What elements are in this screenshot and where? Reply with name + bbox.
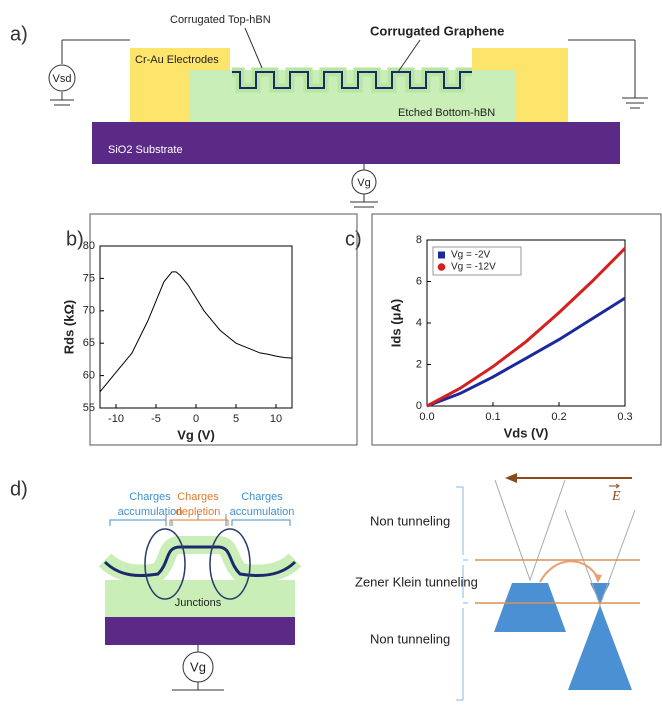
tunnel-arrow [539,560,599,583]
x-tick-label: 0.2 [551,411,566,423]
label: Etched Bottom-hBN [398,107,495,119]
substrate [92,122,620,164]
band-label: Non tunneling [370,631,450,646]
panel-label: d) [10,478,28,500]
panel-label: a) [10,23,28,45]
region-label: accumulation [118,506,183,518]
gate-circle [351,169,377,195]
data-line [99,271,293,393]
y-axis-label: Ids (μA) [388,299,403,347]
legend-marker [437,263,446,271]
y-tick-label: 4 [416,317,422,329]
y-tick-label: 6 [416,275,422,287]
y-tick-label: 55 [83,402,95,414]
substrate [105,617,295,645]
plot-frame [99,245,293,409]
filled-band [568,605,632,690]
label: Vsd [53,73,72,85]
x-axis-label: Vg (V) [177,427,215,442]
bottom-hbn [105,580,295,617]
panel-label: b) [66,228,84,250]
y-tick-label: 75 [83,272,95,284]
x-tick-label: -10 [108,413,124,425]
ground [50,92,648,208]
brace [109,519,291,526]
filled-band [494,583,566,632]
region-label: Charges [177,491,219,503]
vector-arrow [609,483,620,489]
source-drain-circle [48,64,76,92]
cone [494,479,636,607]
x-tick-label: 0 [193,413,199,425]
field-arrow [505,473,517,483]
graphene [232,71,472,89]
legend-label: Vg = -12V [451,262,496,273]
legend-label: Vg = -2V [451,250,491,261]
graphene [103,545,297,577]
top-hbn [98,536,302,583]
region-label: depletion [176,506,221,518]
x-tick-label: -5 [151,413,161,425]
label: Vg [357,177,370,189]
x-tick-label: 0.3 [617,411,632,423]
ground [172,682,224,691]
brace [456,486,468,701]
label: Junctions [175,597,222,609]
label: Corrugated Graphene [370,23,504,38]
region-label: Charges [241,491,283,503]
panel-label: c) [345,228,362,250]
filled-band [590,583,610,603]
x-tick-label: 0.0 [419,411,434,423]
y-tick-label: 65 [83,337,95,349]
tunnel-arrow [594,574,602,583]
region-label: accumulation [230,506,295,518]
y-tick-label: 70 [83,305,95,317]
x-tick-label: 10 [270,413,282,425]
y-axis-label: Rds (kΩ) [61,300,76,354]
label: Cr-Au Electrodes [135,54,219,66]
y-tick-label: 60 [83,370,95,382]
brace [169,519,229,526]
region-label: Charges [129,491,171,503]
panel-frame [371,213,662,446]
label: Corrugated Top-hBN [170,14,271,26]
pointer [244,27,263,69]
panel-frame [89,213,358,446]
y-tick-label: 80 [83,240,95,252]
pointer [397,39,421,73]
x-tick-label: 0.1 [485,411,500,423]
y-tick-label: 2 [416,358,422,370]
label: Vg [190,659,206,674]
junction-ring [209,528,251,600]
label: SiO2 Substrate [108,144,183,156]
legend-marker [438,251,445,259]
data-line [426,247,627,408]
y-tick-label: 0 [416,400,422,412]
data-line [426,296,626,408]
band-label: Non tunneling [370,513,450,528]
legend-box [432,246,522,276]
field-label: E [611,489,621,504]
band-label: Zener Klein tunneling [355,574,478,589]
y-tick-label: 8 [416,234,422,246]
junction-ring [144,528,186,600]
brace [165,514,227,520]
x-tick-label: 5 [233,413,239,425]
x-axis-label: Vds (V) [504,425,549,440]
